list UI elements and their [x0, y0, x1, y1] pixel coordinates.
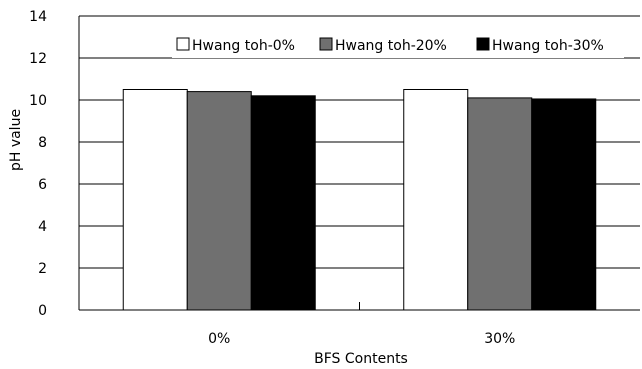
legend-swatch [476, 37, 490, 51]
legend-swatch [176, 37, 190, 51]
y-axis-title: pH value [8, 109, 24, 171]
y-tick-label: 0 [38, 303, 47, 319]
bar [186, 91, 252, 311]
legend-label: Hwang toh-30% [492, 38, 604, 54]
x-tick-labels: 0% 30% [208, 331, 515, 347]
axes [78, 16, 640, 311]
y-tick-label: 6 [38, 177, 47, 193]
legend-label: Hwang toh-0% [192, 38, 295, 54]
bar [467, 97, 533, 311]
bar [403, 89, 469, 311]
bars [122, 89, 597, 311]
legend-label: Hwang toh-20% [335, 38, 447, 54]
y-tick-label: 14 [29, 9, 47, 25]
y-tick-labels: 0 2 4 6 8 10 12 14 [29, 9, 47, 319]
y-tick-label: 2 [38, 261, 47, 277]
legend-box [172, 32, 624, 58]
legend-swatch [319, 37, 333, 51]
y-tick-label: 10 [29, 93, 47, 109]
y-tick-label: 12 [29, 51, 47, 67]
y-tick-label: 8 [38, 135, 47, 151]
bar [531, 98, 597, 311]
x-tick-label: 30% [484, 331, 515, 347]
legend: Hwang toh-0% Hwang toh-20% Hwang toh-30% [172, 32, 624, 58]
x-tick-label: 0% [208, 331, 230, 347]
bar [250, 95, 316, 311]
x-axis-title: BFS Contents [314, 351, 408, 367]
bar [122, 89, 188, 311]
y-tick-label: 4 [38, 219, 47, 235]
